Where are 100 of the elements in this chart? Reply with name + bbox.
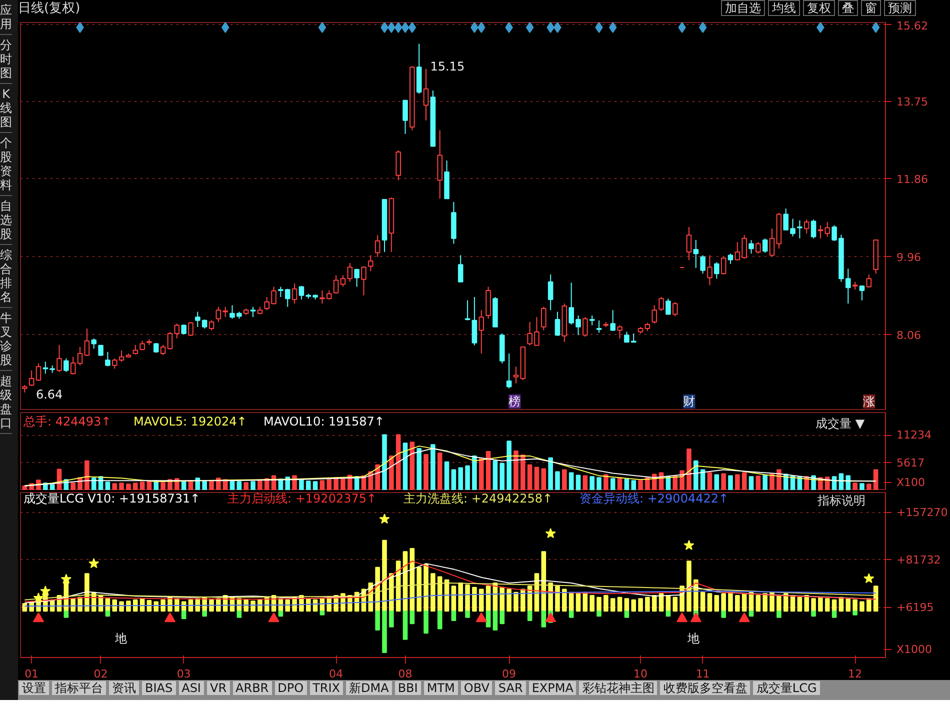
candlestick bbox=[582, 316, 588, 338]
bar bbox=[748, 476, 754, 490]
bar bbox=[797, 596, 802, 612]
bar bbox=[202, 610, 207, 617]
bar bbox=[478, 588, 484, 612]
text: TRIX bbox=[308, 680, 344, 696]
bar bbox=[514, 592, 518, 612]
text: OBV bbox=[460, 680, 494, 696]
bar bbox=[604, 474, 608, 490]
bar bbox=[112, 599, 118, 612]
bar bbox=[762, 474, 768, 490]
bar bbox=[756, 476, 761, 490]
bar bbox=[396, 434, 401, 490]
bar bbox=[748, 610, 754, 617]
bar bbox=[424, 454, 428, 490]
bar bbox=[312, 481, 318, 490]
bar bbox=[278, 610, 284, 617]
bar bbox=[721, 593, 726, 612]
annotation: 6.64 bbox=[36, 388, 63, 402]
point bbox=[33, 592, 44, 603]
bar bbox=[596, 596, 602, 612]
y-tick-label: 11234 bbox=[896, 428, 932, 442]
bar bbox=[126, 484, 131, 490]
candlestick bbox=[756, 242, 761, 254]
bar bbox=[846, 475, 851, 490]
bar bbox=[416, 448, 422, 490]
bar bbox=[389, 610, 394, 628]
bar bbox=[258, 599, 262, 612]
bar bbox=[285, 599, 290, 612]
text: 综合排名 bbox=[0, 245, 12, 308]
x-tick-label: 11 bbox=[696, 668, 710, 680]
bar bbox=[375, 610, 380, 630]
bar bbox=[375, 566, 380, 612]
bar bbox=[672, 596, 678, 612]
candlestick bbox=[554, 311, 560, 336]
bar bbox=[700, 592, 706, 612]
text: 彩钻花神主图 bbox=[578, 680, 658, 696]
candlestick bbox=[472, 296, 478, 346]
bar bbox=[576, 593, 581, 612]
bar bbox=[340, 478, 346, 490]
bar bbox=[514, 450, 518, 490]
bar bbox=[465, 584, 470, 612]
bar bbox=[160, 599, 166, 612]
y-tick-label: 5617 bbox=[896, 456, 924, 470]
bar bbox=[541, 551, 546, 612]
candlestick bbox=[298, 285, 304, 300]
bar bbox=[555, 471, 560, 490]
bar bbox=[486, 610, 491, 628]
x-tick-label: 08 bbox=[398, 668, 412, 680]
candlestick bbox=[464, 300, 470, 321]
bar bbox=[576, 474, 581, 490]
x-tick-label: 02 bbox=[94, 668, 108, 680]
y-tick-label: +6195 bbox=[896, 600, 934, 614]
candlestick bbox=[36, 362, 42, 382]
point bbox=[690, 612, 702, 622]
point bbox=[476, 612, 487, 622]
y-axis-title: X1000 bbox=[896, 643, 932, 656]
bar bbox=[119, 482, 124, 490]
bar bbox=[465, 610, 470, 618]
bar bbox=[430, 444, 436, 490]
candlestick bbox=[672, 301, 678, 317]
bar bbox=[430, 573, 436, 612]
bar bbox=[326, 479, 332, 490]
y-tick-label: 11.86 bbox=[896, 173, 928, 186]
text: ASI bbox=[178, 680, 205, 696]
bar bbox=[721, 473, 726, 490]
bar bbox=[320, 610, 325, 616]
bar bbox=[506, 588, 512, 612]
bar bbox=[250, 600, 256, 612]
point bbox=[379, 514, 390, 524]
bar bbox=[472, 455, 477, 490]
bar bbox=[181, 481, 186, 490]
bar bbox=[534, 466, 540, 490]
bar bbox=[500, 610, 505, 624]
bar bbox=[105, 482, 110, 490]
bar bbox=[804, 595, 810, 612]
bar bbox=[631, 599, 636, 612]
bar bbox=[735, 474, 740, 490]
bar bbox=[818, 596, 823, 612]
bar bbox=[22, 603, 28, 612]
candlestick bbox=[396, 150, 401, 181]
bar bbox=[735, 595, 740, 612]
candlestick bbox=[720, 256, 726, 275]
candlestick bbox=[762, 238, 768, 254]
bar bbox=[64, 610, 69, 618]
text: 个股资料 bbox=[0, 133, 12, 196]
bar bbox=[91, 478, 96, 490]
bar bbox=[582, 475, 588, 490]
bar bbox=[590, 595, 594, 612]
text: 叠 bbox=[838, 0, 858, 16]
text: EXPMA bbox=[528, 680, 578, 696]
candlestick bbox=[368, 254, 374, 272]
text: 成交量LCG bbox=[752, 680, 821, 696]
line-series bbox=[24, 590, 876, 607]
point bbox=[60, 574, 72, 584]
bar bbox=[236, 481, 242, 490]
text: VR bbox=[206, 680, 231, 696]
bar bbox=[140, 482, 145, 490]
bar bbox=[520, 454, 526, 490]
bar bbox=[568, 472, 574, 490]
